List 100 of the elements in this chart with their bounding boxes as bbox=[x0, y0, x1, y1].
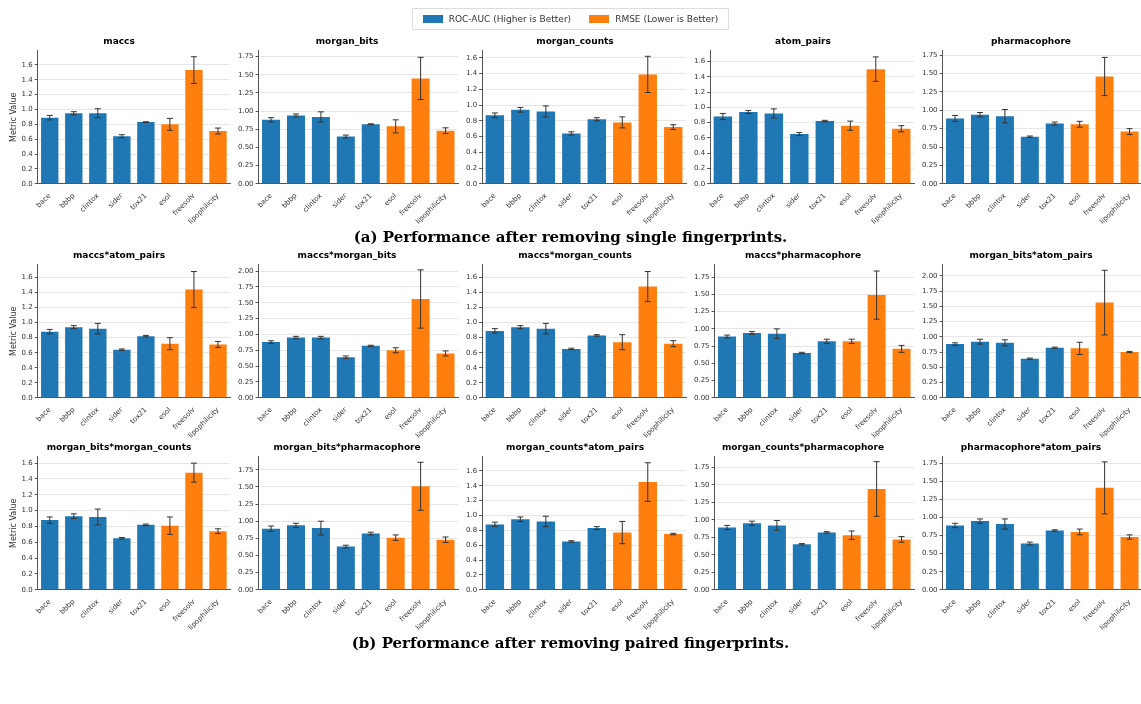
bar bbox=[209, 531, 227, 590]
bar bbox=[185, 70, 203, 184]
bar bbox=[262, 528, 281, 590]
bar bbox=[742, 523, 761, 590]
bar bbox=[842, 341, 861, 398]
chart-title: maccs*atom_pairs bbox=[72, 249, 166, 260]
bar bbox=[970, 114, 989, 184]
bar bbox=[742, 333, 761, 398]
bar bbox=[1070, 124, 1089, 184]
bar bbox=[815, 121, 835, 184]
bar bbox=[436, 130, 455, 184]
bar bbox=[336, 357, 355, 398]
bar bbox=[113, 349, 131, 398]
chart-title: morgan_counts bbox=[536, 35, 614, 46]
bar bbox=[209, 344, 227, 398]
bar bbox=[764, 113, 784, 184]
bar bbox=[613, 532, 632, 590]
bar bbox=[311, 337, 330, 398]
bar bbox=[767, 525, 786, 590]
bar bbox=[638, 482, 657, 590]
bar bbox=[536, 328, 556, 398]
bar bbox=[286, 525, 305, 590]
bar bbox=[867, 295, 886, 398]
bar bbox=[995, 524, 1014, 590]
bar bbox=[411, 486, 430, 590]
bar bbox=[436, 353, 455, 398]
bar bbox=[286, 115, 305, 184]
bar bbox=[286, 337, 305, 398]
bar bbox=[536, 111, 556, 184]
bar bbox=[89, 113, 107, 184]
bar bbox=[411, 78, 430, 184]
bar bbox=[41, 520, 59, 590]
y-axis-title: Metric Value bbox=[8, 92, 18, 142]
chart-title: morgan_counts*pharmacophore bbox=[721, 441, 885, 452]
bar bbox=[262, 119, 281, 184]
bar bbox=[485, 115, 505, 184]
bar bbox=[664, 534, 683, 590]
bar bbox=[386, 537, 405, 590]
bar bbox=[792, 352, 811, 398]
bar bbox=[41, 117, 59, 184]
bar bbox=[311, 528, 330, 590]
bar bbox=[386, 126, 405, 184]
bar bbox=[311, 116, 330, 184]
bar bbox=[946, 525, 965, 590]
bar bbox=[113, 538, 131, 590]
bar bbox=[842, 535, 861, 590]
bar bbox=[817, 341, 836, 398]
bar bbox=[1070, 531, 1089, 590]
bar bbox=[485, 524, 505, 590]
bar bbox=[1045, 530, 1064, 590]
bar bbox=[185, 472, 203, 590]
bar bbox=[946, 344, 965, 398]
bar bbox=[161, 525, 179, 590]
bar bbox=[892, 348, 911, 398]
bar bbox=[1095, 487, 1114, 590]
bar bbox=[1120, 537, 1139, 590]
bar bbox=[1045, 123, 1064, 184]
bar bbox=[161, 124, 179, 184]
bar bbox=[587, 528, 607, 590]
bar bbox=[970, 341, 989, 398]
bar bbox=[613, 122, 632, 184]
legend-label: ROC-AUC (Higher is Better) bbox=[448, 14, 572, 24]
chart-title: pharmacophore bbox=[991, 35, 1071, 46]
bar bbox=[1070, 348, 1089, 398]
chart-title: morgan_bits bbox=[315, 35, 379, 46]
bar bbox=[767, 333, 786, 398]
chart-title: maccs bbox=[103, 35, 135, 46]
bar bbox=[436, 539, 455, 590]
chart-title: maccs*pharmacophore bbox=[744, 249, 862, 260]
bar bbox=[841, 125, 860, 184]
bar bbox=[89, 328, 107, 398]
bar bbox=[718, 527, 737, 590]
chart-title: morgan_bits*atom_pairs bbox=[969, 249, 1093, 260]
bar bbox=[638, 74, 657, 184]
bar bbox=[536, 521, 556, 590]
legend-label: RMSE (Lower is Better) bbox=[615, 14, 719, 24]
bar bbox=[411, 298, 430, 398]
y-axis-title: Metric Value bbox=[8, 498, 18, 548]
bar bbox=[790, 134, 809, 184]
bar bbox=[995, 116, 1014, 184]
bar bbox=[65, 516, 83, 590]
bar bbox=[970, 521, 989, 590]
chart-title: maccs*morgan_bits bbox=[297, 249, 397, 260]
bar bbox=[562, 348, 581, 398]
bar bbox=[892, 128, 911, 184]
bar bbox=[262, 342, 281, 398]
bar bbox=[89, 516, 107, 590]
bar bbox=[511, 327, 530, 398]
chart-title: morgan_counts*atom_pairs bbox=[506, 441, 644, 452]
bar bbox=[113, 136, 131, 184]
bar bbox=[1095, 76, 1114, 184]
chart-title: morgan_bits*pharmacophore bbox=[273, 441, 421, 452]
bar bbox=[946, 118, 965, 184]
chart-title: morgan_bits*morgan_counts bbox=[46, 441, 192, 452]
bar bbox=[137, 122, 155, 184]
bar bbox=[41, 331, 59, 398]
bar bbox=[867, 488, 886, 590]
bar bbox=[386, 350, 405, 398]
bar bbox=[664, 127, 683, 184]
bar bbox=[336, 136, 355, 184]
